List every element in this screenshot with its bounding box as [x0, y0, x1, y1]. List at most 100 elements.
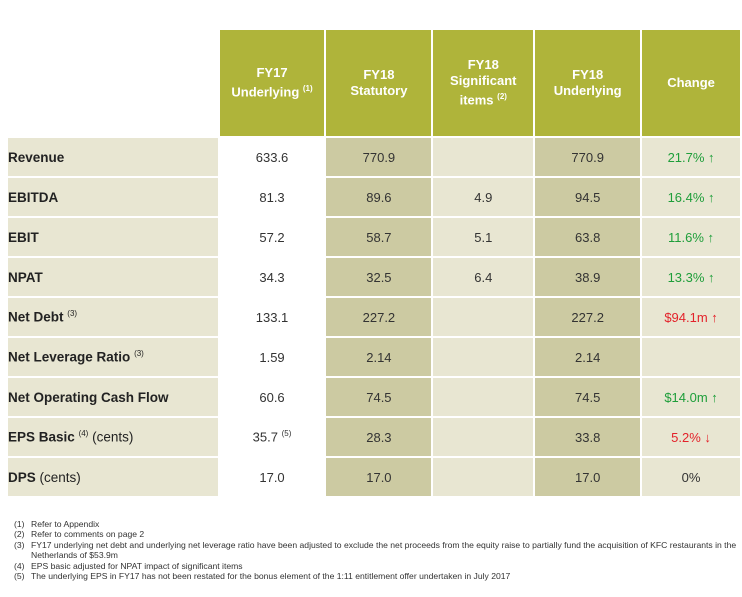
table-row: EBIT 57.2 58.7 5.1 63.8 11.6% ↑	[8, 218, 742, 258]
header-fy18-statutory: FY18 Statutory	[326, 30, 434, 138]
cell-fy18-underlying: 94.5	[535, 178, 643, 218]
cell-value: 4.9	[474, 189, 493, 205]
cell-fy18-statutory: 89.6	[326, 178, 434, 218]
footnotes: (1) Refer to Appendix (2) Refer to comments…	[14, 519, 742, 581]
cell-fy17-underlying: 60.6	[219, 378, 327, 418]
table-row: Net Leverage Ratio (3) 1.59 2.14 2.14	[8, 338, 742, 378]
cell-footnote-ref: (5)	[281, 429, 292, 439]
row-label-text: Net Leverage Ratio	[8, 349, 131, 365]
cell-value: 33.8	[575, 429, 601, 445]
cell-change: 0%	[642, 458, 742, 498]
table-row: NPAT 34.3 32.5 6.4 38.9 13.3% ↑	[8, 258, 742, 298]
cell-fy18-significant-items	[433, 418, 536, 458]
cell-fy18-underlying: 38.9	[535, 258, 643, 298]
header-blank-cell	[8, 30, 220, 138]
footnote: (3) FY17 underlying net debt and underlyi…	[14, 540, 742, 561]
cell-value: 5.1	[474, 229, 493, 245]
footnote-number: (4)	[14, 560, 25, 571]
header-fy17-underlying: FY17 Underlying (1)	[219, 30, 327, 138]
header-fy18-significant-items: FY18 Significant items (2)	[433, 30, 536, 138]
cell-value: 38.9	[575, 269, 601, 285]
table-row: Revenue 633.6 770.9 770.9 21.7% ↑	[8, 138, 742, 178]
cell-fy17-underlying: 1.59	[219, 338, 327, 378]
footnote: (1) Refer to Appendix	[14, 519, 742, 529]
footnote-number: (2)	[14, 529, 25, 540]
cell-change: $94.1m ↑	[642, 298, 742, 338]
cell-fy17-underlying: 633.6	[219, 138, 327, 178]
cell-value: 6.4	[474, 269, 493, 285]
cell-fy18-statutory: 227.2	[326, 298, 434, 338]
row-label-text: NPAT	[8, 269, 43, 285]
row-label: Net Leverage Ratio (3)	[8, 338, 220, 378]
cell-fy18-statutory: 17.0	[326, 458, 434, 498]
table-row: Net Debt (3) 133.1 227.2 227.2 $94.1m ↑	[8, 298, 742, 338]
change-value: $14.0m ↑	[664, 389, 718, 405]
cell-value: 74.5	[575, 389, 601, 405]
row-footnote-ref: (4)	[78, 429, 89, 439]
cell-value: 227.2	[362, 309, 396, 325]
row-label: Revenue	[8, 138, 220, 178]
change-value: 0%	[681, 469, 701, 485]
footnote-number: (5)	[14, 571, 25, 582]
header-line: FY18	[572, 67, 604, 82]
cell-fy18-underlying: 2.14	[535, 338, 643, 378]
cell-fy18-statutory: 58.7	[326, 218, 434, 258]
row-label: EBIT	[8, 218, 220, 258]
table-row: EPS Basic (4) (cents) 35.7 (5) 28.3 33.8 5.2…	[8, 418, 742, 458]
cell-value: 28.3	[366, 429, 392, 445]
cell-fy17-underlying: 81.3	[219, 178, 327, 218]
cell-change	[642, 338, 742, 378]
header-line: items	[459, 92, 494, 108]
cell-fy17-underlying: 34.3	[219, 258, 327, 298]
cell-value: 17.0	[366, 469, 392, 485]
cell-change: 21.7% ↑	[642, 138, 742, 178]
cell-fy18-underlying: 17.0	[535, 458, 643, 498]
cell-value: 63.8	[575, 229, 601, 245]
cell-value: 770.9	[571, 149, 604, 165]
row-label-text: EBIT	[8, 229, 39, 245]
cell-fy18-significant-items	[433, 298, 536, 338]
table-row: Net Operating Cash Flow 60.6 74.5 74.5 $14.0…	[8, 378, 742, 418]
cell-fy18-statutory: 2.14	[326, 338, 434, 378]
change-value: $94.1m ↑	[664, 309, 718, 325]
header-line: Underlying	[553, 83, 622, 98]
cell-fy18-statutory: 74.5	[326, 378, 434, 418]
cell-fy18-underlying: 63.8	[535, 218, 643, 258]
cell-fy18-significant-items: 4.9	[433, 178, 536, 218]
cell-change: 11.6% ↑	[642, 218, 742, 258]
cell-fy18-underlying: 74.5	[535, 378, 643, 418]
cell-fy18-significant-items	[433, 138, 536, 178]
cell-value: 60.6	[259, 389, 285, 405]
cell-fy18-statutory: 28.3	[326, 418, 434, 458]
row-label-text: EBITDA	[8, 189, 59, 205]
cell-fy18-significant-items	[433, 338, 536, 378]
cell-value: 94.5	[575, 189, 601, 205]
change-value: 16.4% ↑	[667, 189, 715, 205]
cell-value: 81.3	[259, 189, 285, 205]
cell-fy18-significant-items: 6.4	[433, 258, 536, 298]
row-label: EBITDA	[8, 178, 220, 218]
cell-value: 34.3	[259, 269, 285, 285]
cell-value: 227.2	[571, 309, 604, 325]
header-line: FY18	[467, 57, 499, 73]
cell-value: 74.5	[366, 389, 392, 405]
cell-value: 1.59	[259, 349, 285, 365]
row-footnote-ref: (3)	[134, 349, 144, 359]
financial-summary-table: FY17 Underlying (1) FY18 Statutory FY18 …	[8, 30, 742, 498]
cell-fy17-underlying: 35.7 (5)	[219, 418, 327, 458]
row-label: EPS Basic (4) (cents)	[8, 418, 220, 458]
footnote: (2) Refer to comments on page 2	[14, 529, 742, 539]
cell-fy18-significant-items	[433, 458, 536, 498]
header-footnote-ref: (2)	[497, 92, 507, 102]
cell-value: 32.5	[366, 269, 392, 285]
change-value: 13.3% ↑	[667, 269, 715, 285]
cell-change: 16.4% ↑	[642, 178, 742, 218]
footnote-text: EPS basic adjusted for NPAT impact of si…	[31, 560, 243, 571]
cell-fy18-significant-items: 5.1	[433, 218, 536, 258]
header-footnote-ref: (1)	[302, 84, 313, 94]
change-value: 21.7% ↑	[667, 149, 715, 165]
cell-value: 89.6	[366, 189, 392, 205]
cell-change: 13.3% ↑	[642, 258, 742, 298]
row-label-unit: (cents)	[92, 429, 134, 445]
cell-fy18-underlying: 770.9	[535, 138, 643, 178]
